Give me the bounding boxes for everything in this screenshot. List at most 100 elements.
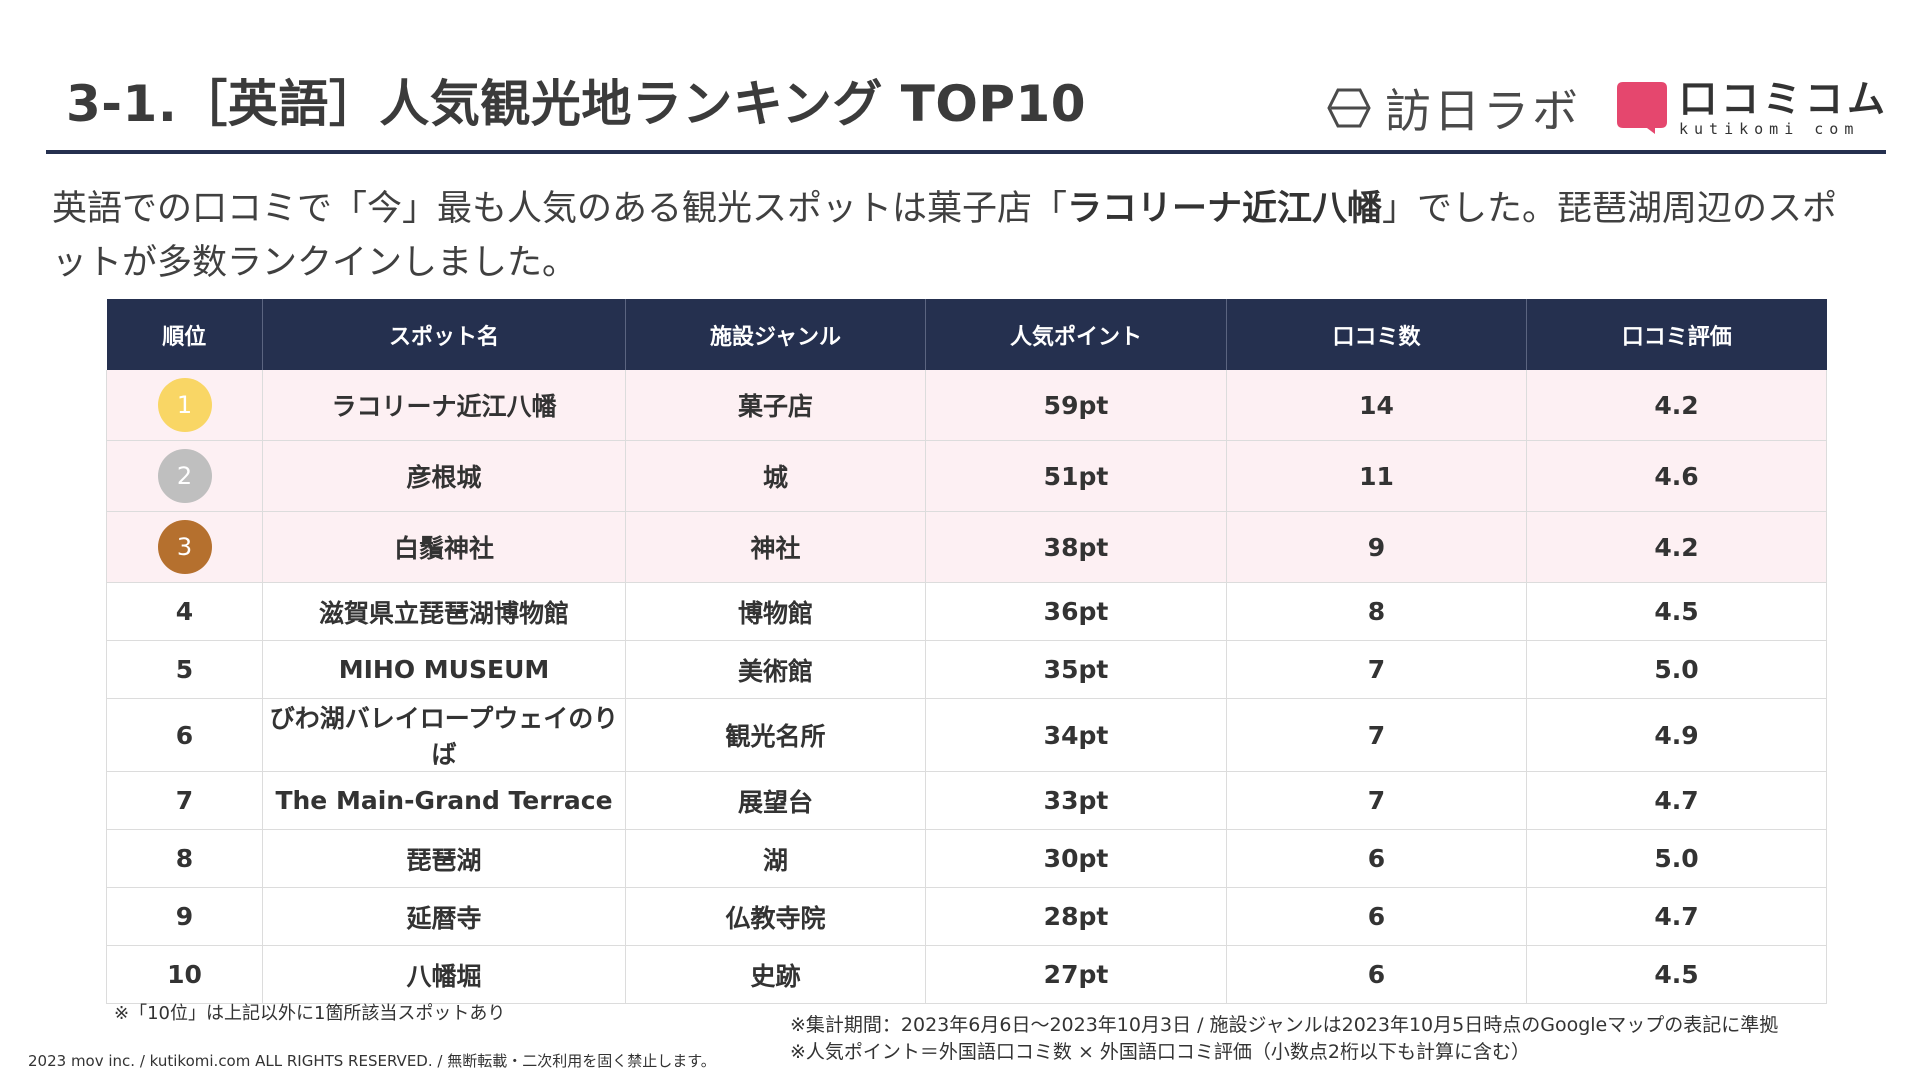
reviews-cell: 7 [1226,640,1527,699]
houjin-lab-logo-icon [1327,88,1371,128]
kutikomi-logo-text: 口コミコム [1678,76,1889,121]
rating-cell: 4.9 [1526,698,1827,772]
bronze-medal-badge: 3 [157,520,212,574]
reviews-cell: 7 [1226,771,1527,830]
header-rank: 順位 [106,299,263,370]
spot-cell: The Main-Grand Terrace [262,771,626,830]
points-cell: 35pt [925,640,1227,699]
table-row: 3 白鬚神社 神社 38pt 9 4.2 [106,511,1827,583]
description-part2: 」でした。琵琶湖周辺のスポットが多数ランクインしました。 [52,189,1838,283]
genre-cell: 神社 [625,511,926,583]
table-row: 10 八幡堀 史跡 27pt 6 4.5 [106,945,1827,1004]
header-spot: スポット名 [262,299,626,370]
rating-cell: 5.0 [1526,640,1827,699]
page-title: 3-1.［英語］人気観光地ランキング TOP10 [66,75,1087,133]
footnote-period: ※集計期間：2023年6月6日～2023年10月3日 / 施設ジャンルは2023… [790,1014,1779,1036]
rank-cell: 7 [106,771,263,830]
genre-cell: 史跡 [625,945,926,1004]
rank-cell: 1 [106,370,263,441]
reviews-cell: 14 [1226,370,1527,441]
rank-cell: 9 [106,887,263,946]
table-row: 9 延暦寺 仏教寺院 28pt 6 4.7 [106,887,1827,946]
spot-cell: 琵琶湖 [262,829,626,888]
spot-cell: ラコリーナ近江八幡 [262,370,626,441]
points-cell: 27pt [925,945,1227,1004]
description: 英語での口コミで「今」最も人気のある観光スポットは菓子店「ラコリーナ近江八幡」で… [52,182,1872,290]
reviews-cell: 9 [1226,511,1527,583]
rating-cell: 4.6 [1526,440,1827,512]
spot-cell: 延暦寺 [262,887,626,946]
spot-cell: MIHO MUSEUM [262,640,626,699]
houjin-lab-logo: 訪日ラボ [1327,75,1581,141]
copyright: 2023 mov inc. / kutikomi.com ALL RIGHTS … [28,1052,716,1070]
rank-cell: 3 [106,511,263,583]
genre-cell: 博物館 [625,582,926,641]
genre-cell: 湖 [625,829,926,888]
table-row: 5 MIHO MUSEUM 美術館 35pt 7 5.0 [106,640,1827,699]
footnote-rank10: ※「10位」は上記以外に1箇所該当スポットあり [114,1003,506,1024]
rating-cell: 4.7 [1526,887,1827,946]
speech-bubble-icon [1616,82,1667,134]
table-row: 2 彦根城 城 51pt 11 4.6 [106,440,1827,512]
points-cell: 33pt [925,771,1227,830]
table-row: 4 滋賀県立琵琶湖博物館 博物館 36pt 8 4.5 [106,582,1827,641]
genre-cell: 菓子店 [625,370,926,441]
table-row: 7 The Main-Grand Terrace 展望台 33pt 7 4.7 [106,771,1827,830]
header-genre: 施設ジャンル [625,299,926,370]
reviews-cell: 6 [1226,829,1527,888]
rank-cell: 2 [106,440,263,512]
description-part1: 英語での口コミで「今」最も人気のある観光スポットは菓子店「 [52,189,1068,229]
rating-cell: 4.5 [1526,945,1827,1004]
rank-cell: 8 [106,829,263,888]
silver-medal-badge: 2 [157,449,212,503]
rank-cell: 5 [106,640,263,699]
rank-cell: 4 [106,582,263,641]
rating-cell: 4.2 [1526,370,1827,441]
genre-cell: 展望台 [625,771,926,830]
table-row: 8 琵琶湖 湖 30pt 6 5.0 [106,829,1827,888]
points-cell: 59pt [925,370,1227,441]
spot-cell: 彦根城 [262,440,626,512]
kutikomi-logo: 口コミコム kutikomi com [1616,76,1889,138]
points-cell: 34pt [925,698,1227,772]
rank-cell: 6 [106,698,263,772]
points-cell: 51pt [925,440,1227,512]
rating-cell: 4.7 [1526,771,1827,830]
reviews-cell: 11 [1226,440,1527,512]
header-reviews: 口コミ数 [1226,299,1527,370]
rating-cell: 4.5 [1526,582,1827,641]
footnote-method: ※集計期間：2023年6月6日～2023年10月3日 / 施設ジャンルは2023… [790,1012,1778,1066]
reviews-cell: 6 [1226,887,1527,946]
spot-cell: 白鬚神社 [262,511,626,583]
genre-cell: 仏教寺院 [625,887,926,946]
rating-cell: 4.2 [1526,511,1827,583]
spot-cell: 八幡堀 [262,945,626,1004]
rating-cell: 5.0 [1526,829,1827,888]
footnote-points-formula: ※人気ポイント＝外国語口コミ数 × 外国語口コミ評価（小数点2桁以下も計算に含む… [790,1041,1531,1063]
header-rating: 口コミ評価 [1526,299,1827,370]
reviews-cell: 7 [1226,698,1527,772]
reviews-cell: 6 [1226,945,1527,1004]
logo-area: 訪日ラボ 口コミコム kutikomi com [1327,78,1889,138]
points-cell: 38pt [925,511,1227,583]
genre-cell: 観光名所 [625,698,926,772]
rank-cell: 10 [106,945,263,1004]
kutikomi-logo-subtext: kutikomi com [1678,119,1860,138]
gold-medal-badge: 1 [157,378,212,432]
genre-cell: 城 [625,440,926,512]
header-points: 人気ポイント [925,299,1227,370]
reviews-cell: 8 [1226,582,1527,641]
table-header-row: 順位 スポット名 施設ジャンル 人気ポイント 口コミ数 口コミ評価 [106,299,1827,370]
description-highlight: ラコリーナ近江八幡 [1067,189,1383,229]
points-cell: 30pt [925,829,1227,888]
title-divider [46,150,1886,154]
houjin-lab-logo-text: 訪日ラボ [1384,84,1581,138]
spot-cell: びわ湖バレイロープウェイのりば [262,698,626,772]
table-row: 1 ラコリーナ近江八幡 菓子店 59pt 14 4.2 [106,370,1827,441]
points-cell: 36pt [925,582,1227,641]
ranking-table: 順位 スポット名 施設ジャンル 人気ポイント 口コミ数 口コミ評価 1 ラコリー… [106,299,1827,1004]
table-row: 6 びわ湖バレイロープウェイのりば 観光名所 34pt 7 4.9 [106,698,1827,772]
spot-cell: 滋賀県立琵琶湖博物館 [262,582,626,641]
genre-cell: 美術館 [625,640,926,699]
points-cell: 28pt [925,887,1227,946]
